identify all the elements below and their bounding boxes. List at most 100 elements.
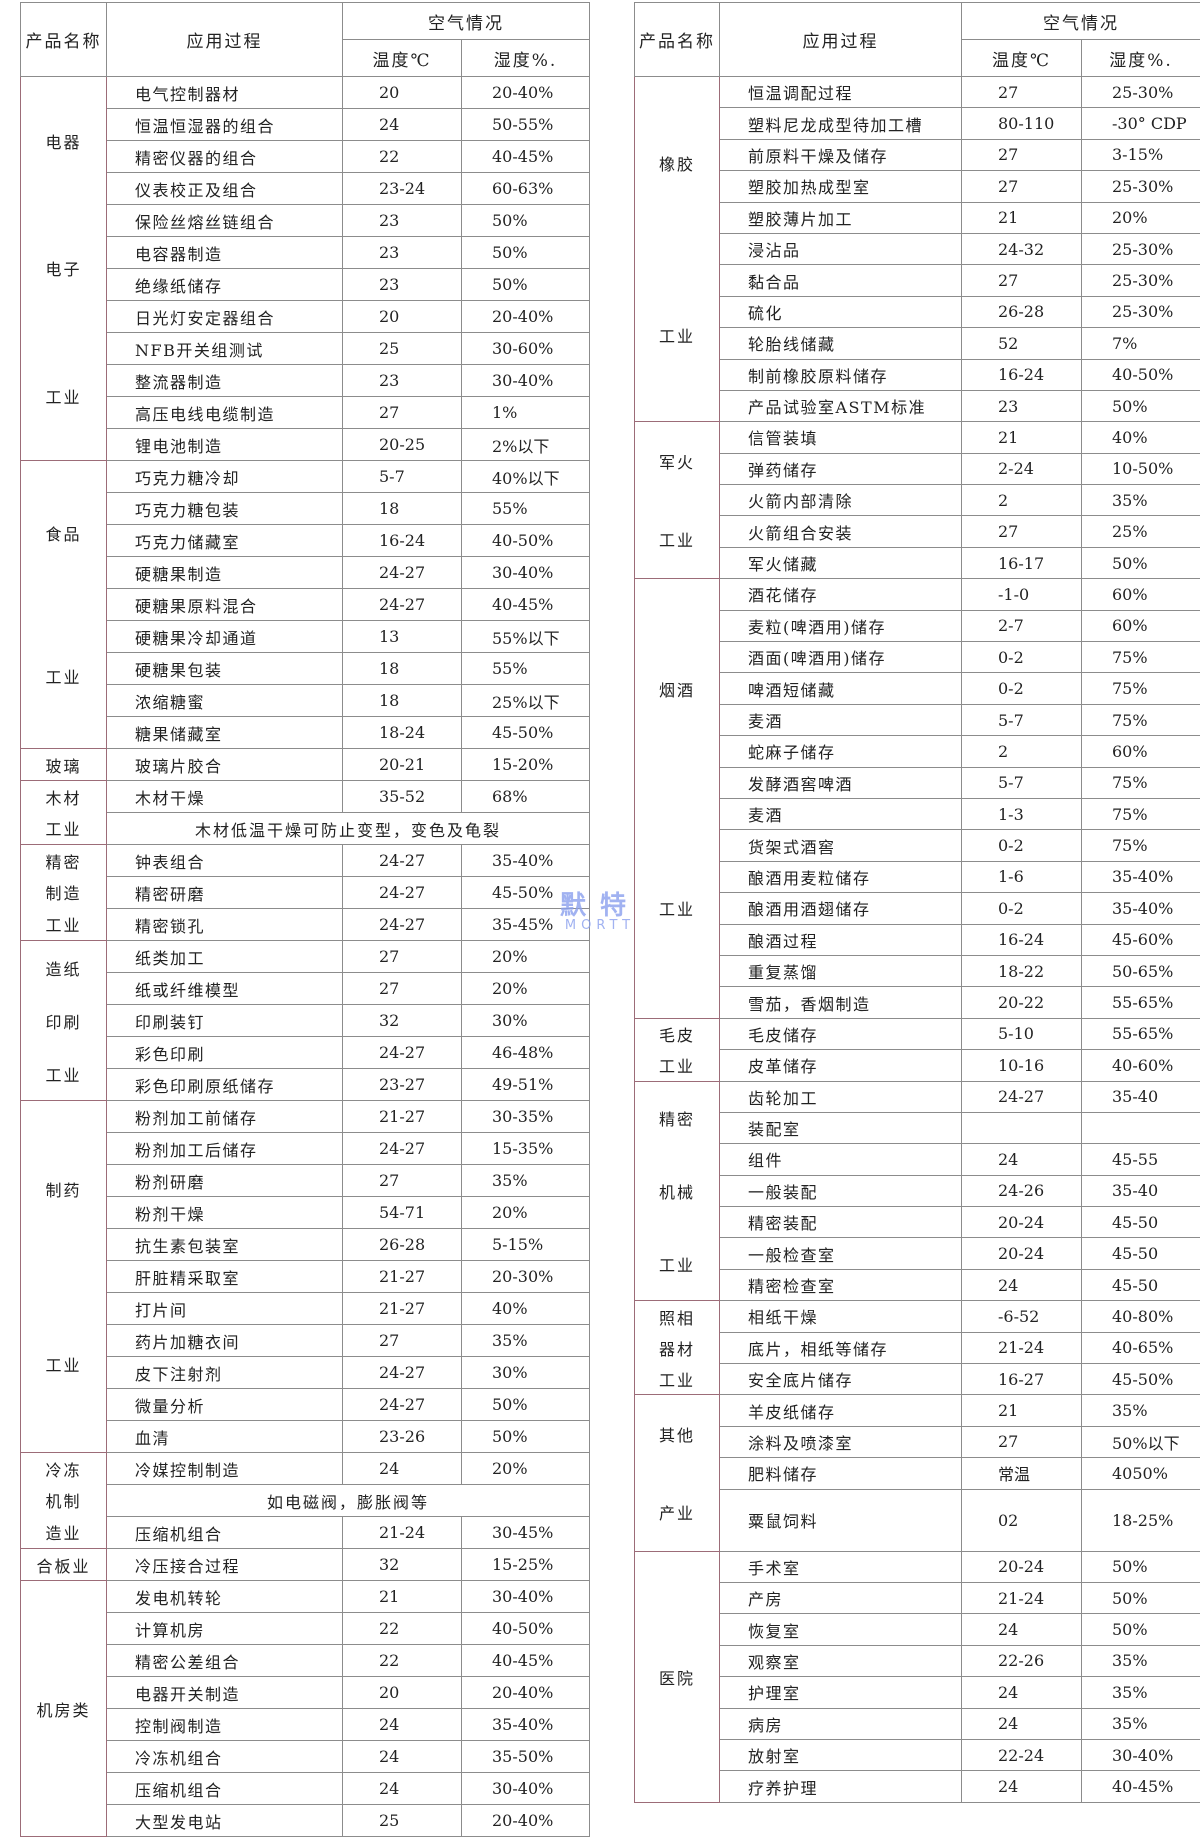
table-row: 木材低温干燥可防止变型，变色及龟裂 [21, 813, 590, 845]
process-cell: 皮下注射剂 [107, 1357, 343, 1389]
humidity-cell: 20-40% [462, 301, 590, 333]
humidity-cell: 35-50% [462, 1741, 590, 1773]
category-line: 工业 [659, 323, 695, 347]
process-cell: 高压电线电缆制造 [107, 397, 343, 429]
humidity-cell: 30-40% [462, 1773, 590, 1805]
humidity-cell: 25-30% [1082, 77, 1200, 108]
process-cell: 发酵酒窖啤酒 [720, 767, 962, 798]
process-cell: 蛇麻子储存 [720, 736, 962, 767]
process-cell: 组件 [720, 1144, 962, 1175]
process-cell: 恢复室 [720, 1614, 962, 1645]
header-product: 产品名称 [635, 3, 720, 77]
humidity-cell: 75% [1082, 798, 1200, 829]
watermark-logo: 默特 MORTT [560, 885, 640, 933]
temperature-cell: 18 [343, 685, 462, 717]
process-cell: 皮革储存 [720, 1050, 962, 1081]
process-cell: 黏合品 [720, 265, 962, 296]
humidity-cell: 35% [1082, 1645, 1200, 1676]
humidity-cell: 40-45% [462, 589, 590, 621]
process-cell: 硬糖果冷却通道 [107, 621, 343, 653]
process-cell: 微量分析 [107, 1389, 343, 1421]
temperature-cell: 20-24 [962, 1207, 1082, 1238]
process-cell: 日光灯安定器组合 [107, 301, 343, 333]
category-line: 食品 [45, 521, 81, 545]
temperature-cell: 1-3 [962, 798, 1082, 829]
process-cell: 肝脏精采取室 [107, 1261, 343, 1293]
category-line: 制药 [45, 1177, 81, 1201]
process-cell: 保险丝熔丝链组合 [107, 205, 343, 237]
humidity-cell: 15-20% [462, 749, 590, 781]
category-name: 合板业 [21, 1549, 106, 1580]
temperature-cell: 20-25 [343, 429, 462, 461]
process-cell: 一般装配 [720, 1175, 962, 1206]
humidity-cell: 30% [462, 1357, 590, 1389]
category-cell: 食品工业 [21, 461, 107, 749]
temperature-cell: 24-27 [343, 877, 462, 909]
humidity-cell: 35% [462, 1165, 590, 1197]
temperature-cell: 26-28 [343, 1229, 462, 1261]
process-cell: 玻璃片胶合 [107, 749, 343, 781]
process-cell: 硬糖果制造 [107, 557, 343, 589]
process-cell: 压缩机组合 [107, 1517, 343, 1549]
temperature-cell: 21-24 [962, 1332, 1082, 1363]
category-line: 合板业 [36, 1553, 90, 1577]
process-cell: 精密研磨 [107, 877, 343, 909]
humidity-cell: 40%以下 [462, 461, 590, 493]
category-name: 精密制造工业 [21, 845, 106, 940]
temperature-cell: 2 [962, 485, 1082, 516]
process-cell: 木材干燥 [107, 781, 343, 813]
temperature-cell: 2 [962, 736, 1082, 767]
category-name: 橡胶工业 [635, 77, 719, 421]
process-cell: 浸沾品 [720, 233, 962, 264]
temperature-cell: 24-27 [343, 1389, 462, 1421]
process-cell: 绝缘纸储存 [107, 269, 343, 301]
process-cell: 血清 [107, 1421, 343, 1453]
temperature-cell: 80-110 [962, 108, 1082, 139]
temperature-cell: 23 [343, 205, 462, 237]
humidity-cell: 60% [1082, 610, 1200, 641]
temperature-cell: 22-24 [962, 1739, 1082, 1770]
process-cell: 糖果储藏室 [107, 717, 343, 749]
humidity-cell: 50% [1082, 390, 1200, 421]
process-cell: 冷媒控制制造 [107, 1453, 343, 1485]
temperature-cell: 20 [343, 77, 462, 109]
category-line: 工业 [45, 384, 81, 408]
temperature-cell: 24 [962, 1614, 1082, 1645]
humidity-cell: 25-30% [1082, 233, 1200, 264]
temperature-cell: 10-16 [962, 1050, 1082, 1081]
humidity-cell: 20-40% [462, 77, 590, 109]
temperature-cell: -1-0 [962, 579, 1082, 610]
process-cell: 精密装配 [720, 1207, 962, 1238]
humidity-cell: 45-55 [1082, 1144, 1200, 1175]
humidity-cell: 55-65% [1082, 1018, 1200, 1049]
process-cell: 酒花储存 [720, 579, 962, 610]
process-cell: 压缩机组合 [107, 1773, 343, 1805]
humidity-cell: 50% [462, 1421, 590, 1453]
process-cell: 放射室 [720, 1739, 962, 1770]
temperature-cell: 5-10 [962, 1018, 1082, 1049]
humidity-cell: 50% [1082, 547, 1200, 578]
temperature-cell: 24-27 [343, 557, 462, 589]
humidity-cell: 35-40 [1082, 1175, 1200, 1206]
process-cell: 啤酒短储藏 [720, 673, 962, 704]
